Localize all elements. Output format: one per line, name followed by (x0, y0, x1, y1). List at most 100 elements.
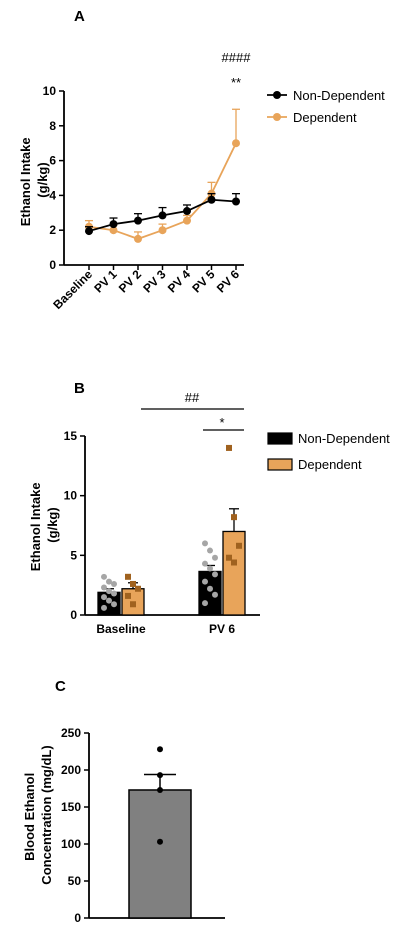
panel-a: A Ethanol Intake (g/kg) 0246810BaselineP… (18, 8, 385, 312)
panel-b: B Ethanol Intake (g/kg) 0 5 10 15 Baseline PV… (28, 380, 390, 636)
panel-b-point-dependent-0-4 (130, 601, 136, 608)
panel-b-annotation-hash: ## (185, 390, 200, 405)
panel-c-ylabel-line1: Blood Ethanol (22, 773, 37, 861)
panel-c-label: C (55, 678, 66, 695)
panel-c-point-1 (157, 772, 163, 779)
panel-c-y-tick-label-4: 200 (61, 763, 81, 777)
panel-b-point-non-dependent-1-1 (207, 547, 213, 554)
panel-b-point-non-dependent-1-4 (207, 565, 213, 572)
panel-a-y-tick-label-1: 2 (49, 223, 56, 237)
panel-b-point-non-dependent-0-8 (111, 601, 117, 608)
panel-a-ylabel-line2: (g/kg) (35, 162, 50, 197)
panel-b-point-dependent-1-0 (226, 444, 232, 451)
panel-b-label: B (74, 380, 85, 397)
panel-a-annotation-hash: #### (222, 50, 252, 65)
panel-a-non-dependent-point-2 (134, 216, 142, 225)
panel-c-y-tick-label-5: 250 (61, 726, 81, 740)
panel-a-dependent-point-2 (134, 234, 142, 243)
panel-b-point-non-dependent-1-2 (212, 554, 218, 561)
panel-c-ylabel: Blood Ethanol Concentration (mg/dL) (22, 745, 54, 884)
panel-c-y-tick-label-2: 100 (61, 837, 81, 851)
panel-b-point-non-dependent-0-0 (101, 573, 107, 580)
panel-a-x-tick-label-5: PV 5 (189, 267, 218, 296)
panel-b-point-non-dependent-1-7 (207, 585, 213, 592)
panel-b-point-dependent-1-3 (226, 554, 232, 561)
panel-a-non-dependent-point-6 (232, 197, 240, 206)
panel-b-y-tick-label-0: 0 (70, 608, 77, 622)
panel-a-dependent-point-6 (232, 139, 240, 148)
panel-b-point-non-dependent-0-2 (111, 580, 117, 587)
panel-b-point-dependent-0-2 (135, 585, 141, 592)
panel-a-ylabel-line1: Ethanol Intake (18, 137, 33, 226)
panel-a-x-tick-label-3: PV 3 (140, 267, 169, 296)
panel-c-point-0 (157, 746, 163, 753)
panel-b-point-non-dependent-0-9 (101, 604, 107, 611)
panel-b-point-non-dependent-1-5 (212, 571, 218, 578)
panel-a-ylabel: Ethanol Intake (g/kg) (18, 134, 50, 226)
panel-a-annotation-star: ** (231, 75, 241, 90)
panel-b-point-non-dependent-1-3 (202, 560, 208, 567)
panel-a-legend-label-1: Dependent (293, 110, 357, 125)
panel-b-point-non-dependent-1-0 (202, 540, 208, 547)
panel-b-x-tick-label-1: PV 6 (209, 622, 235, 636)
panel-c-y-tick-label-1: 50 (68, 874, 82, 888)
panel-a-y-tick-label-3: 6 (49, 154, 56, 168)
panel-a-non-dependent-point-3 (158, 211, 167, 220)
panel-b-y-tick-label-2: 10 (64, 489, 78, 503)
panel-a-x-tick-label-4: PV 4 (165, 267, 194, 296)
panel-b-bar-non-dependent-1 (198, 570, 222, 616)
panel-b-point-non-dependent-0-1 (106, 578, 112, 585)
panel-b-point-non-dependent-0-7 (106, 597, 112, 604)
panel-b-point-non-dependent-1-8 (212, 591, 218, 598)
panel-a-y-tick-label-2: 4 (49, 188, 56, 202)
panel-a-legend-marker-1 (273, 113, 281, 121)
panel-c-ylabel-line2: Concentration (mg/dL) (39, 745, 54, 884)
panel-c-point-3 (157, 838, 163, 845)
panel-b-point-dependent-0-0 (125, 573, 131, 580)
panel-b-y-tick-label-1: 5 (70, 548, 77, 562)
panel-b-point-non-dependent-0-3 (101, 584, 107, 591)
panel-b-point-non-dependent-1-6 (202, 578, 208, 585)
panel-a-dependent-point-3 (158, 226, 167, 235)
panel-a-non-dependent-point-5 (207, 195, 216, 204)
panel-b-y-tick-label-3: 15 (64, 429, 78, 443)
panel-a-x-tick-label-1: PV 1 (91, 267, 120, 296)
panel-a-x-tick-label-2: PV 2 (116, 267, 145, 296)
panel-a-dependent-point-4 (183, 216, 191, 225)
panel-a-non-dependent-point-0 (85, 227, 93, 236)
panel-b-point-dependent-1-1 (231, 514, 237, 521)
panel-b-point-dependent-1-4 (231, 559, 237, 566)
panel-c-bar (128, 789, 192, 919)
panel-b-ylabel-line2: (g/kg) (45, 507, 60, 542)
panel-b-point-non-dependent-0-5 (111, 590, 117, 597)
panel-b-point-non-dependent-0-4 (106, 588, 112, 595)
panel-b-legend-label-0: Non-Dependent (298, 431, 390, 446)
panel-a-legend-marker-0 (273, 91, 281, 99)
panel-a-x-tick-label-0: Baseline (50, 267, 95, 312)
panel-a-y-tick-label-4: 8 (49, 119, 56, 133)
panel-b-point-dependent-0-1 (130, 580, 136, 587)
panel-a-non-dependent-point-4 (183, 207, 191, 216)
panel-b-legend-swatch-1 (267, 458, 293, 471)
panel-b-point-dependent-0-3 (125, 592, 131, 599)
panel-a-x-tick-label-6: PV 6 (214, 267, 243, 296)
panel-a-label: A (74, 8, 85, 25)
panel-b-annotation-star: * (219, 415, 224, 430)
panel-a-dependent-point-1 (109, 226, 118, 235)
panel-a-y-tick-label-5: 10 (43, 84, 57, 98)
panel-b-legend-label-1: Dependent (298, 457, 362, 472)
panel-b-ylabel: Ethanol Intake (g/kg) (28, 479, 60, 571)
panel-a-non-dependent-point-1 (109, 220, 118, 229)
panel-c-y-tick-label-3: 150 (61, 800, 81, 814)
panel-a-legend-label-0: Non-Dependent (293, 88, 385, 103)
panel-b-point-non-dependent-0-6 (101, 594, 107, 601)
panel-c-y-tick-label-0: 0 (74, 911, 81, 925)
panel-a-y-tick-label-0: 0 (49, 258, 56, 272)
panel-b-point-non-dependent-1-9 (202, 600, 208, 607)
panel-b-x-tick-label-0: Baseline (96, 622, 146, 636)
panel-b-point-dependent-1-2 (236, 542, 242, 549)
panel-b-ylabel-line1: Ethanol Intake (28, 482, 43, 571)
panel-b-legend-swatch-0 (267, 432, 293, 445)
panel-c-point-2 (157, 786, 163, 793)
